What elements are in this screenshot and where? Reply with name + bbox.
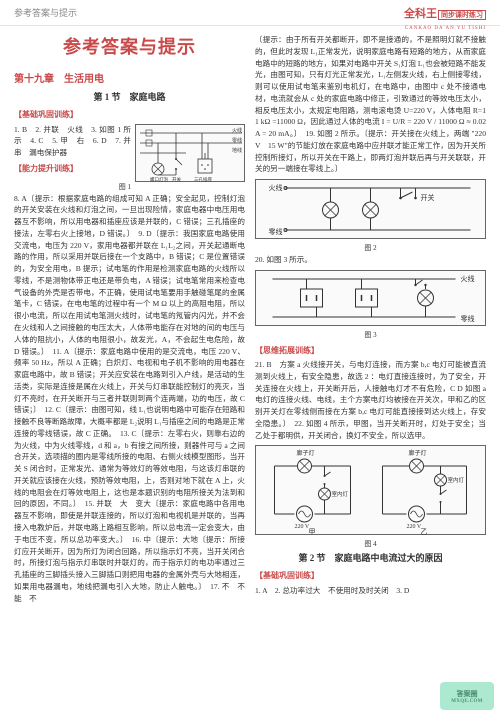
watermark: 答案圈 MXQE.COM [440,682,494,710]
f4-yi: 乙 [421,528,428,536]
circuit-4-svg: 廊子灯 220 V [256,446,485,536]
header-bar: 参考答案与提示 全科王同步课时练习 [0,0,500,26]
circuit-2-svg: 火线 零线 开关 [256,180,485,240]
header-left-title: 参考答案与提示 [14,6,77,19]
subsection-extend: 【思维拓展训练】 [255,345,486,357]
f4-kz-r: 廊子灯 [409,449,427,457]
subsection-basic: 【基础巩固训练】 [14,109,245,121]
label-switch: 开关 [172,176,181,183]
rp2: 20. 如图 3 所示。 [255,254,486,266]
content-area: 参考答案与提示 第十九章 生活用电 第 1 节 家庭电路 【基础巩固训练】 火线… [0,26,500,610]
watermark-line2: MXQE.COM [451,699,482,704]
fig3-label: 图 3 [255,330,486,341]
figure-3: 火线 零线 [255,270,486,326]
page: 参考答案与提示 全科王同步课时练习 CANKAO DA'AN YU TISHI … [0,0,500,714]
f3-zero: 零线 [461,314,475,323]
left-column: 参考答案与提示 第十九章 生活用电 第 1 节 家庭电路 【基础巩固训练】 火线… [14,34,245,604]
figure-2: 火线 零线 开关 [255,179,486,239]
label-ground: 地线 [232,147,242,154]
main-title: 参考答案与提示 [14,34,245,62]
section-title-1: 第 1 节 家庭电路 [14,91,245,105]
fig4-label: 图 4 [255,539,486,550]
figure-4: 廊子灯 220 V [255,445,486,535]
f2-switch: 开关 [421,193,435,202]
f2-fire: 火线 [269,183,283,192]
watermark-line1: 答案圈 [457,689,478,699]
brand-name: 全科王 [404,8,437,20]
circuit-1-svg: 火线 零线 地线 [136,125,246,183]
circuit-3-svg: 火线 零线 [256,271,485,327]
subsection-basic-2: 【基础巩固训练】 [255,570,486,582]
figure-1: 火线 零线 地线 [135,124,245,182]
p2: 8. A〔提示：根据家庭电路的组成可知 A 正确；安全起见，控制灯泡的开关安装在… [14,193,245,605]
f4-sn-l: 室内灯 [332,490,349,498]
brand-sub: 同步课时练习 [438,10,486,20]
rp1: 〔提示：由于所有开关都断开，即不是接通的，不是照明灯就不接触的，但此时发现 L₁… [255,34,486,175]
para-with-figure: 火线 零线 地线 [14,124,245,184]
section-title-2: 第 2 节 家庭电路中电流过大的原因 [255,552,486,566]
f2-zero: 零线 [269,227,283,236]
brand: 全科王同步课时练习 [404,5,486,21]
f3-fire: 火线 [461,274,475,283]
label-socket: 三孔插座 [194,176,212,183]
f4-sn-r: 室内灯 [448,476,465,484]
label-bulb: 螺口灯泡 [150,176,168,183]
f4-kz-l: 廊子灯 [297,449,315,457]
right-column: 〔提示：由于所有开关都断开，即不是接通的，不是照明灯就不接触的，但此时发现 L₁… [255,34,486,604]
chapter-title: 第十九章 生活用电 [14,72,245,88]
label-zero: 零线 [232,137,242,144]
fig2-label: 图 2 [255,243,486,254]
label-fire: 火线 [232,127,242,134]
rp4: 1. A 2. 总功率过大 不使用时及时关闭 3. D [255,585,486,597]
f4-jia: 甲 [309,528,316,536]
rp3: 21. B 方案 a 火线接开关，与电灯连接，而方案 b,c 电灯可能被直流测到… [255,359,486,441]
fig1-label: 图 1 [14,182,205,193]
